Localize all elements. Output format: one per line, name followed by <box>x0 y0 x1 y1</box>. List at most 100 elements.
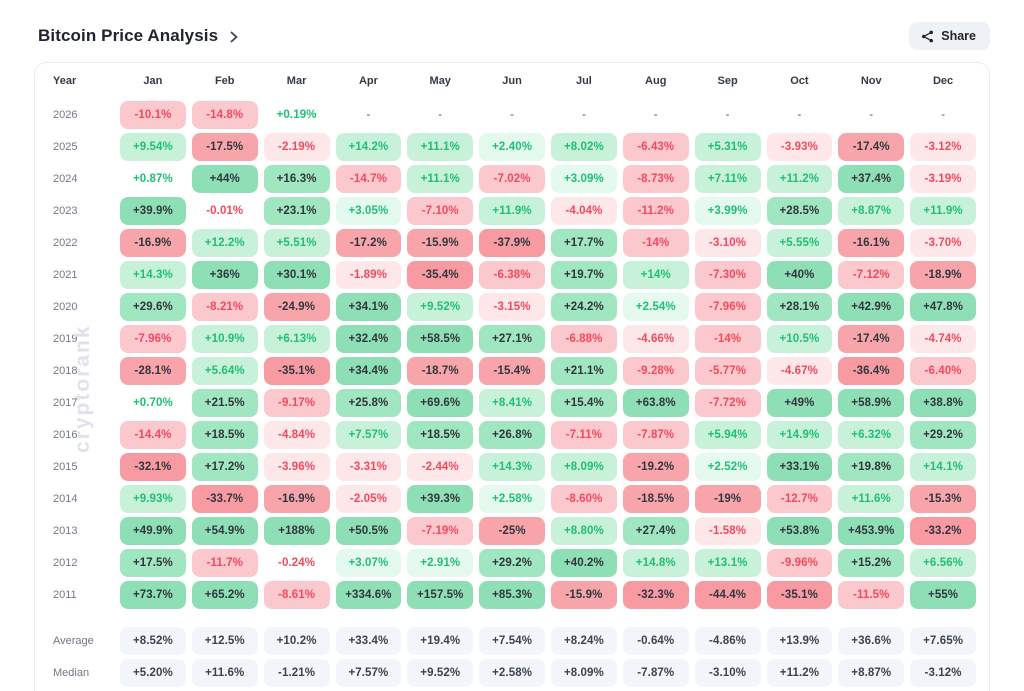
return-cell: +6.56% <box>910 549 976 577</box>
return-cell: +23.1% <box>263 197 330 225</box>
year-label: 2020 <box>53 301 78 313</box>
column-header-month: May <box>429 75 451 87</box>
return-cell: +17.7% <box>551 229 617 257</box>
summary-cell: +8.24% <box>551 627 617 655</box>
return-cell: -33.2% <box>910 517 976 545</box>
return-cell: +85.3% <box>479 581 545 609</box>
return-cell: +65.2% <box>191 581 258 609</box>
column-header-year: Year <box>53 75 77 87</box>
return-cell: +9.52% <box>407 293 474 321</box>
return-cell: -10.1% <box>120 101 186 129</box>
return-cell: +28.5% <box>766 197 833 225</box>
share-button-label: Share <box>941 29 976 43</box>
summary-cell: +8.52% <box>120 627 186 655</box>
table-row: 2025 +9.54% -17.5% -2.19% +14.2% +11.1% +2.40%… <box>45 131 979 163</box>
return-cell: +47.8% <box>910 293 976 321</box>
return-cell: -8.73% <box>622 165 689 193</box>
return-cell: +13.1% <box>694 549 761 577</box>
year-label: 2021 <box>53 269 78 281</box>
return-cell: -3.93% <box>766 133 833 161</box>
return-cell: -24.9% <box>263 293 330 321</box>
return-cell: +26.8% <box>479 421 545 449</box>
table-row: 2019 -7.96% +10.9% +6.13% +32.4% +58.5% +27.1%… <box>45 323 979 355</box>
return-cell: -7.30% <box>694 261 761 289</box>
summary-row: Average +8.52% +12.5% +10.2% +33.4% +19.4% +7.… <box>45 625 979 657</box>
return-cell: -7.12% <box>838 261 905 289</box>
return-cell: +9.93% <box>120 485 186 513</box>
return-cell: -0.01% <box>206 205 244 217</box>
return-cell: -14% <box>694 325 761 353</box>
return-cell: +24.2% <box>551 293 617 321</box>
return-cell: -6.38% <box>479 261 545 289</box>
return-cell: -25% <box>479 517 545 545</box>
summary-cell: -3.12% <box>910 659 976 687</box>
return-cell: -7.72% <box>694 389 761 417</box>
return-cell: +157.5% <box>407 581 474 609</box>
table-summary: Average +8.52% +12.5% +10.2% +33.4% +19.4% +7.… <box>45 625 979 689</box>
return-cell: +2.54% <box>622 293 689 321</box>
return-cell: +0.87% <box>132 173 173 185</box>
return-cell: -15.9% <box>551 581 617 609</box>
table-row: 2011 +73.7% +65.2% -8.61% +334.6% +157.5% +85.… <box>45 579 979 611</box>
return-cell: -17.5% <box>191 133 258 161</box>
return-cell: +3.09% <box>551 165 617 193</box>
return-cell: -7.10% <box>407 197 474 225</box>
return-cell: -37.9% <box>479 229 545 257</box>
return-cell: +49% <box>766 389 833 417</box>
return-cell: -18.5% <box>622 485 689 513</box>
return-cell: +14.9% <box>766 421 833 449</box>
return-cell: +11.2% <box>766 165 833 193</box>
return-cell: +5.94% <box>694 421 761 449</box>
return-cell: -9.96% <box>766 549 833 577</box>
return-cell: +7.11% <box>694 165 761 193</box>
return-cell: +40% <box>766 261 833 289</box>
return-cell: +49.9% <box>120 517 186 545</box>
summary-cell: +5.20% <box>120 659 186 687</box>
summary-cell: -1.21% <box>263 659 330 687</box>
year-label: 2011 <box>53 589 77 601</box>
return-cell: - <box>725 109 730 121</box>
return-cell: -44.4% <box>694 581 761 609</box>
share-icon <box>921 30 934 43</box>
return-cell: +10.5% <box>766 325 833 353</box>
return-cell: +188% <box>263 517 330 545</box>
return-cell: +17.5% <box>120 549 186 577</box>
return-cell: -2.44% <box>407 453 474 481</box>
summary-label: Average <box>53 635 94 647</box>
return-cell: +55% <box>910 581 976 609</box>
table-row: 2021 +14.3% +36% +30.1% -1.89% -35.4% -6.38% +1… <box>45 259 979 291</box>
return-cell: +73.7% <box>120 581 186 609</box>
column-header-month: Oct <box>790 75 809 87</box>
table-row: 2013 +49.9% +54.9% +188% +50.5% -7.19% -25% +8.… <box>45 515 979 547</box>
return-cell: -14.7% <box>335 165 402 193</box>
summary-cell: +7.65% <box>910 627 976 655</box>
return-cell: +14.3% <box>479 453 545 481</box>
return-cell: +3.07% <box>335 549 402 577</box>
return-cell: -17.4% <box>838 133 905 161</box>
summary-cell: +2.58% <box>479 659 545 687</box>
return-cell: +7.57% <box>335 421 402 449</box>
return-cell: +40.2% <box>551 549 617 577</box>
return-cell: -3.70% <box>910 229 976 257</box>
return-cell: -35.1% <box>263 357 330 385</box>
title-link[interactable]: Bitcoin Price Analysis <box>38 26 240 46</box>
return-cell: -36.4% <box>838 357 905 385</box>
column-header-month: Nov <box>860 75 882 87</box>
return-cell: +16.3% <box>263 165 330 193</box>
return-cell: +28.1% <box>766 293 833 321</box>
return-cell: +27.1% <box>479 325 545 353</box>
year-label: 2019 <box>53 333 78 345</box>
return-cell: +14.1% <box>910 453 976 481</box>
return-cell: -11.2% <box>622 197 689 225</box>
return-cell: -14% <box>622 229 689 257</box>
return-cell: -8.61% <box>263 581 330 609</box>
share-button[interactable]: Share <box>909 22 990 50</box>
return-cell: -8.60% <box>551 485 617 513</box>
summary-cell: +12.5% <box>191 627 258 655</box>
return-cell: +11.9% <box>910 197 976 225</box>
return-cell: -28.1% <box>120 357 186 385</box>
page-header: Bitcoin Price Analysis Share <box>0 0 1024 62</box>
return-cell: +58.5% <box>407 325 474 353</box>
column-header-month: Mar <box>286 75 307 87</box>
return-cell: -16.1% <box>838 229 905 257</box>
